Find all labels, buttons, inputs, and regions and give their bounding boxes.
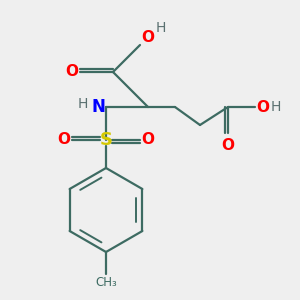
Text: O: O bbox=[65, 64, 79, 80]
Text: O: O bbox=[221, 137, 235, 152]
Text: O: O bbox=[58, 133, 70, 148]
Text: O: O bbox=[142, 31, 154, 46]
Text: N: N bbox=[91, 98, 105, 116]
Text: O: O bbox=[256, 100, 269, 115]
Text: S: S bbox=[100, 131, 112, 149]
Text: O: O bbox=[142, 133, 154, 148]
Text: CH₃: CH₃ bbox=[95, 275, 117, 289]
Text: H: H bbox=[271, 100, 281, 114]
Text: H: H bbox=[78, 97, 88, 111]
Text: H: H bbox=[156, 21, 166, 35]
